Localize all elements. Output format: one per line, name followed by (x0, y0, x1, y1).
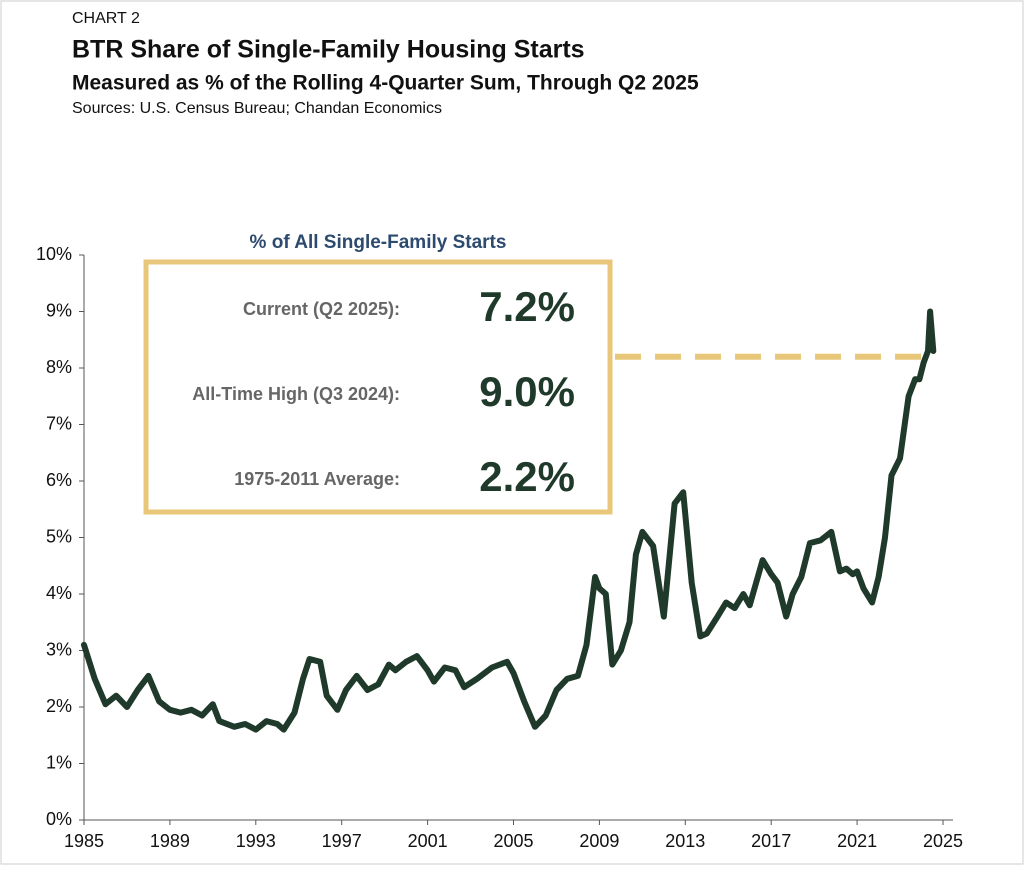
x-tick-label: 2025 (923, 831, 963, 851)
x-tick-label: 1989 (150, 831, 190, 851)
y-tick-label: 7% (46, 413, 72, 433)
y-tick-label: 4% (46, 583, 72, 603)
chart-source: Sources: U.S. Census Bureau; Chandan Eco… (72, 100, 442, 117)
callout-box (143, 259, 613, 515)
x-tick-label: 1985 (64, 831, 104, 851)
x-tick-label: 2009 (579, 831, 619, 851)
y-tick-label: 0% (46, 809, 72, 829)
callout-label: Current (Q2 2025): (243, 299, 400, 319)
callout-value: 9.0% (479, 368, 575, 415)
chart-label: CHART 2 (72, 10, 140, 27)
callout-label: All-Time High (Q3 2024): (192, 384, 400, 404)
y-tick-label: 1% (46, 752, 72, 772)
y-tick-label: 9% (46, 300, 72, 320)
callout-label: 1975-2011 Average: (234, 469, 400, 489)
y-tick-label: 8% (46, 357, 72, 377)
y-tick-label: 6% (46, 470, 72, 490)
x-tick-label: 1997 (322, 831, 362, 851)
callout-value: 7.2% (479, 283, 575, 330)
x-tick-label: 2013 (665, 831, 705, 851)
x-tick-label: 1993 (236, 831, 276, 851)
y-tick-label: 2% (46, 696, 72, 716)
chart-title: BTR Share of Single-Family Housing Start… (72, 36, 585, 64)
y-tick-label: 10% (36, 244, 72, 264)
data-line (81, 308, 937, 733)
chart-subtitle: Measured as % of the Rolling 4-Quarter S… (72, 72, 699, 95)
x-tick-label: 2017 (751, 831, 791, 851)
x-tick-label: 2001 (408, 831, 448, 851)
y-tick-label: 5% (46, 526, 72, 546)
y-tick-label: 3% (46, 639, 72, 659)
x-tick-label: 2005 (493, 831, 533, 851)
x-tick-label: 2021 (837, 831, 877, 851)
callout-title: % of All Single-Family Starts (250, 232, 507, 253)
callout-value: 2.2% (479, 453, 575, 500)
